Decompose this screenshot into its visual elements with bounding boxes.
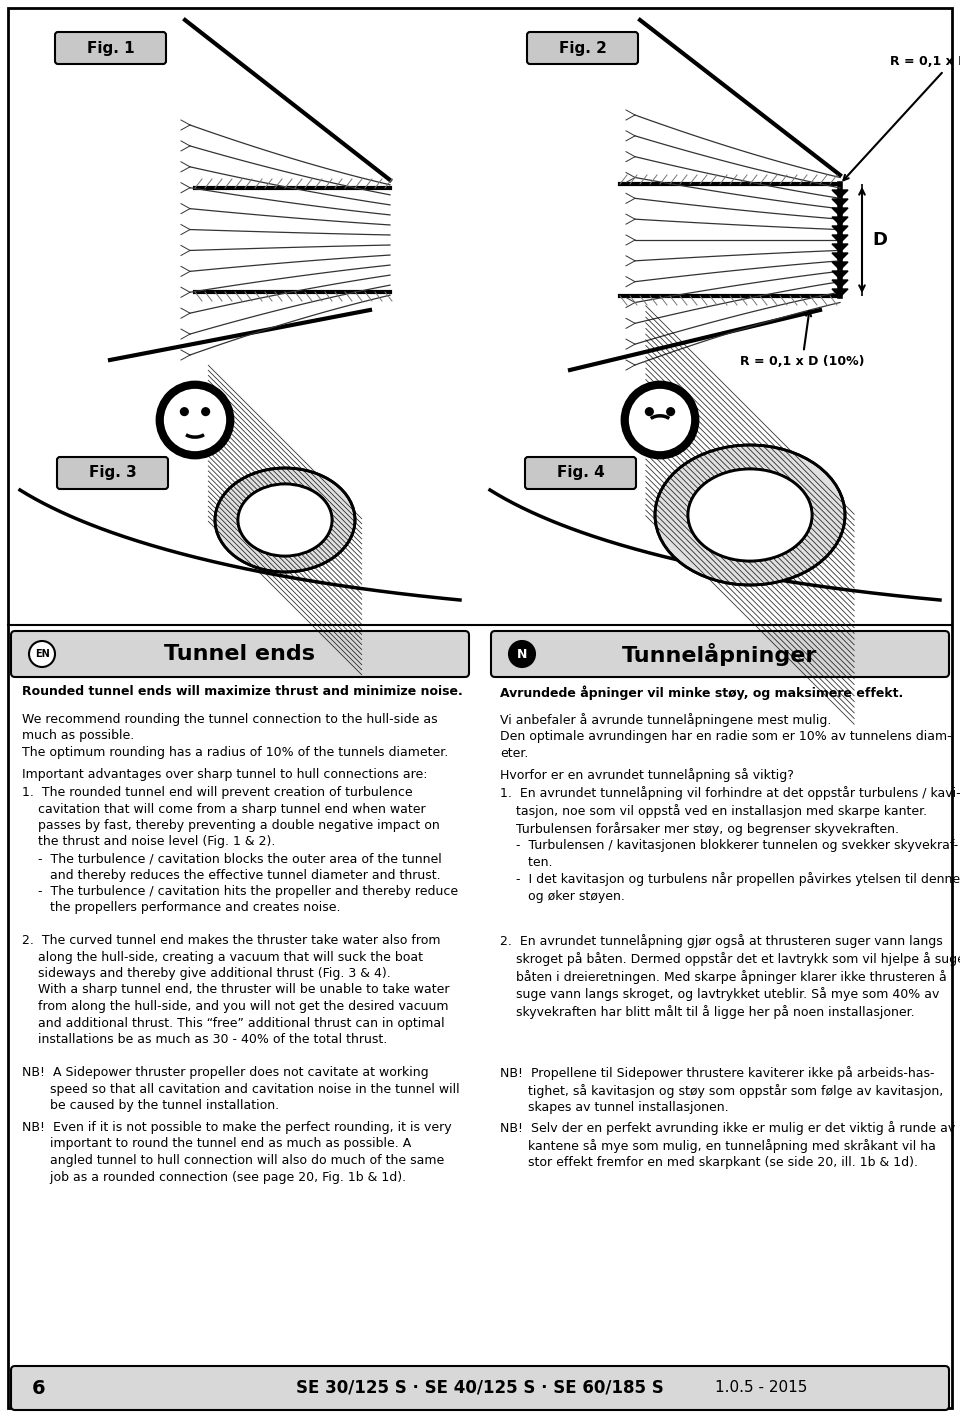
Circle shape: [164, 389, 227, 452]
Ellipse shape: [238, 484, 332, 556]
Ellipse shape: [688, 469, 812, 561]
Circle shape: [157, 382, 233, 457]
Circle shape: [666, 406, 675, 416]
Text: We recommend rounding the tunnel connection to the hull-side as
much as possible: We recommend rounding the tunnel connect…: [22, 714, 448, 759]
FancyBboxPatch shape: [491, 632, 949, 677]
Circle shape: [29, 641, 55, 667]
Polygon shape: [832, 280, 848, 287]
Text: 6: 6: [32, 1379, 46, 1398]
FancyBboxPatch shape: [57, 457, 168, 489]
Text: NB!  Even if it is not possible to make the perfect rounding, it is very
       : NB! Even if it is not possible to make t…: [22, 1121, 451, 1184]
Text: 2.  En avrundet tunnelåpning gjør også at thrusteren suger vann langs
    skroge: 2. En avrundet tunnelåpning gjør også at…: [500, 935, 960, 1020]
FancyBboxPatch shape: [55, 33, 166, 64]
FancyBboxPatch shape: [11, 632, 469, 677]
Polygon shape: [832, 253, 848, 261]
Text: Important advantages over sharp tunnel to hull connections are:: Important advantages over sharp tunnel t…: [22, 767, 427, 782]
Polygon shape: [832, 217, 848, 225]
Ellipse shape: [215, 469, 355, 572]
Text: Avrundede åpninger vil minke støy, og maksimere effekt.: Avrundede åpninger vil minke støy, og ma…: [500, 685, 903, 700]
Text: 1.  The rounded tunnel end will prevent creation of turbulence
    cavitation th: 1. The rounded tunnel end will prevent c…: [22, 786, 458, 915]
Circle shape: [509, 641, 535, 667]
Text: Fig. 1: Fig. 1: [86, 41, 134, 55]
Polygon shape: [832, 200, 848, 207]
Polygon shape: [832, 208, 848, 217]
Polygon shape: [832, 262, 848, 270]
Polygon shape: [832, 190, 848, 198]
Text: N: N: [516, 647, 527, 660]
Text: NB!  Propellene til Sidepower thrustere kaviterer ikke på arbeids-has-
       ti: NB! Propellene til Sidepower thrustere k…: [500, 1066, 944, 1114]
Text: R = 0,1 x D (10%): R = 0,1 x D (10%): [844, 55, 960, 180]
Text: Rounded tunnel ends will maximize thrust and minimize noise.: Rounded tunnel ends will maximize thrust…: [22, 685, 463, 698]
Text: Vi anbefaler å avrunde tunnelåpningene mest mulig.
Den optimale avrundingen har : Vi anbefaler å avrunde tunnelåpningene m…: [500, 714, 951, 760]
Polygon shape: [832, 227, 848, 234]
Text: 2.  The curved tunnel end makes the thruster take water also from
    along the : 2. The curved tunnel end makes the thrus…: [22, 935, 449, 1046]
Circle shape: [645, 406, 654, 416]
Text: Fig. 4: Fig. 4: [557, 466, 605, 480]
Ellipse shape: [655, 445, 845, 585]
Text: Tunnelåpninger: Tunnelåpninger: [622, 643, 818, 666]
FancyBboxPatch shape: [527, 33, 638, 64]
Circle shape: [201, 406, 210, 416]
Text: R = 0,1 x D (10%): R = 0,1 x D (10%): [740, 312, 865, 368]
Circle shape: [180, 406, 189, 416]
Polygon shape: [832, 270, 848, 279]
FancyBboxPatch shape: [525, 457, 636, 489]
Ellipse shape: [688, 469, 812, 561]
Text: Tunnel ends: Tunnel ends: [164, 644, 316, 664]
Text: NB!  Selv der en perfekt avrunding ikke er mulig er det viktig å runde av
      : NB! Selv der en perfekt avrunding ikke e…: [500, 1121, 955, 1170]
Text: 1.  En avrundet tunnelåpning vil forhindre at det oppstår turbulens / kavi-
    : 1. En avrundet tunnelåpning vil forhindr…: [500, 786, 960, 903]
FancyBboxPatch shape: [11, 1366, 949, 1410]
FancyBboxPatch shape: [8, 8, 952, 1408]
Text: NB!  A Sidepower thruster propeller does not cavitate at working
       speed so: NB! A Sidepower thruster propeller does …: [22, 1066, 460, 1112]
Circle shape: [622, 382, 698, 457]
Text: EN: EN: [35, 649, 49, 658]
Polygon shape: [832, 235, 848, 244]
Text: Fig. 2: Fig. 2: [559, 41, 607, 55]
Circle shape: [629, 389, 691, 452]
Text: Hvorfor er en avrundet tunnelåpning så viktig?: Hvorfor er en avrundet tunnelåpning så v…: [500, 767, 794, 782]
Text: D: D: [872, 231, 887, 249]
Text: Fig. 3: Fig. 3: [88, 466, 136, 480]
Polygon shape: [832, 289, 848, 297]
Polygon shape: [832, 244, 848, 252]
Ellipse shape: [238, 484, 332, 556]
Text: SE 30/125 S · SE 40/125 S · SE 60/185 S: SE 30/125 S · SE 40/125 S · SE 60/185 S: [296, 1379, 664, 1398]
Text: 1.0.5 - 2015: 1.0.5 - 2015: [715, 1381, 807, 1396]
